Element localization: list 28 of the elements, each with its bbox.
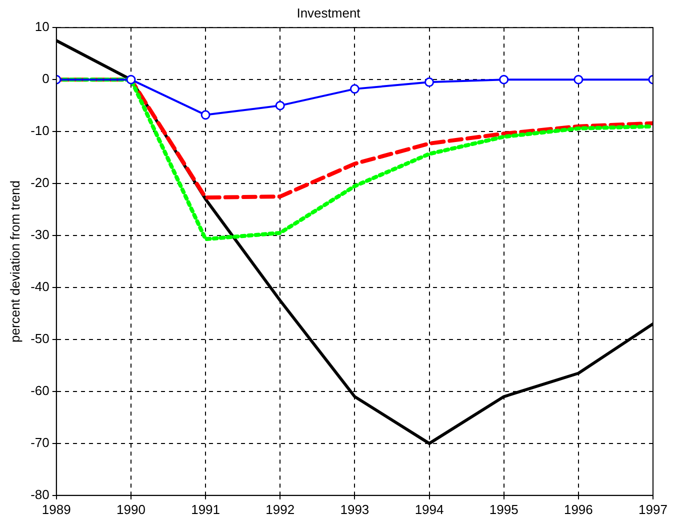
y-tick-label: -50 xyxy=(30,331,50,346)
x-tick-label: 1989 xyxy=(42,502,71,517)
y-tick-label: 10 xyxy=(34,19,50,34)
y-axis-title: percent deviation from trend xyxy=(7,180,22,342)
point xyxy=(424,77,434,87)
point xyxy=(200,110,210,120)
point xyxy=(126,74,136,84)
x-tick-label: 1995 xyxy=(489,502,518,517)
point xyxy=(574,74,584,84)
y-tick-label: -70 xyxy=(30,435,50,450)
y-tick-label: -60 xyxy=(30,383,50,398)
x-tick-label: 1994 xyxy=(414,502,444,517)
y-tick-label: -40 xyxy=(30,279,50,294)
y-tick-label: -20 xyxy=(30,175,50,190)
x-tick-label: 1997 xyxy=(638,502,668,517)
point xyxy=(275,100,285,110)
point xyxy=(350,84,360,94)
x-tick-label: 1993 xyxy=(340,502,370,517)
y-tick-label: 0 xyxy=(42,71,50,86)
point xyxy=(499,74,509,84)
x-tick-label: 1990 xyxy=(116,502,146,517)
x-tick-label: 1991 xyxy=(191,502,220,517)
x-tick-label: 1992 xyxy=(266,502,295,517)
chart-title: Investment xyxy=(296,5,361,20)
y-tick-label: -30 xyxy=(30,227,50,242)
y-tick-label: -80 xyxy=(30,486,50,502)
y-tick-label: -10 xyxy=(30,123,50,138)
x-tick-label: 1996 xyxy=(564,502,593,517)
